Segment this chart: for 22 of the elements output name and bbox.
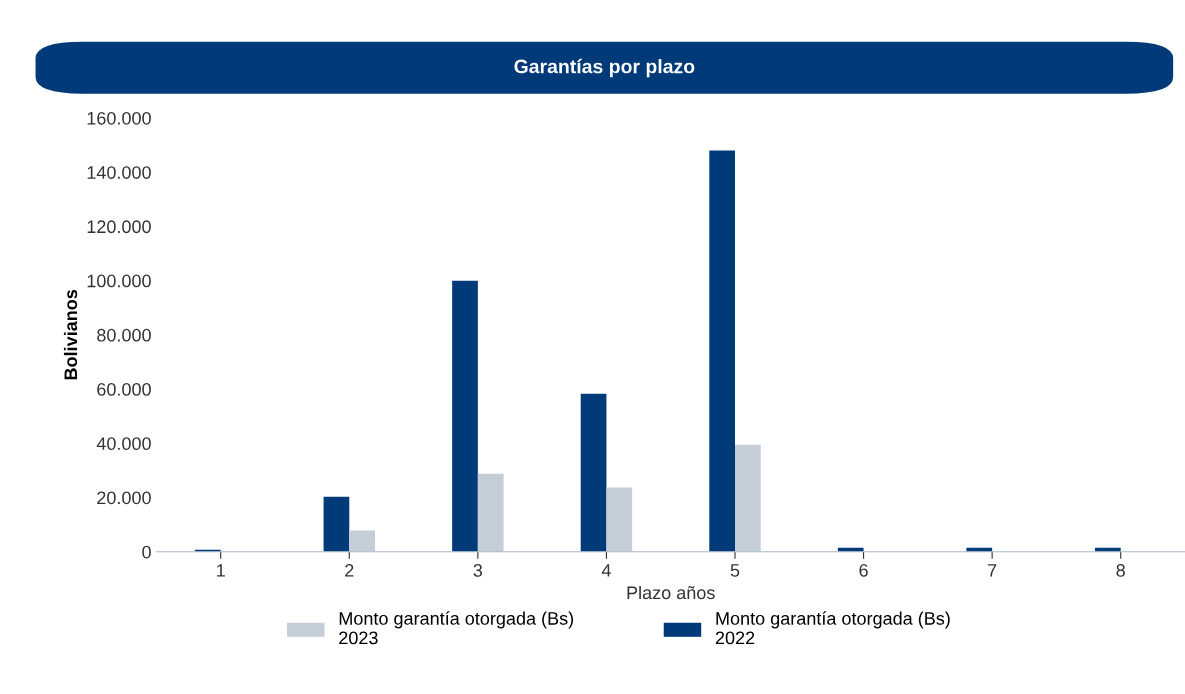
- y-tick-label: 40.000: [96, 437, 151, 451]
- x-tick-label: 8: [1116, 564, 1125, 577]
- y-tick-label: 160.000: [87, 111, 151, 125]
- legend-label: Monto garantía otorgada (Bs) 2023: [339, 611, 574, 645]
- y-tick-label: 0: [142, 545, 151, 559]
- y-tick-label: 20.000: [97, 491, 151, 505]
- y-tick-label: 100.000: [87, 274, 151, 288]
- y-tick-label: 120.000: [87, 220, 151, 234]
- x-tick-label: 1: [217, 564, 225, 577]
- x-tick-label: 3: [473, 564, 483, 577]
- x-tick-label: 6: [859, 564, 868, 577]
- x-axis-title: Plazo años: [627, 585, 715, 600]
- y-tick-label: 140.000: [87, 166, 151, 179]
- chart-title: Garantías por plazo: [514, 58, 695, 78]
- x-tick-label: 4: [601, 564, 611, 577]
- legend-label: Monto garantía otorgada (Bs) 2022: [715, 611, 950, 645]
- x-tick-label: 7: [988, 564, 997, 577]
- y-axis-title: Bolivianos: [63, 289, 78, 380]
- y-tick-label: 60.000: [97, 383, 151, 396]
- y-tick-label: 80.000: [97, 328, 151, 342]
- x-tick-label: 2: [345, 564, 354, 577]
- x-tick-label: 5: [730, 564, 740, 577]
